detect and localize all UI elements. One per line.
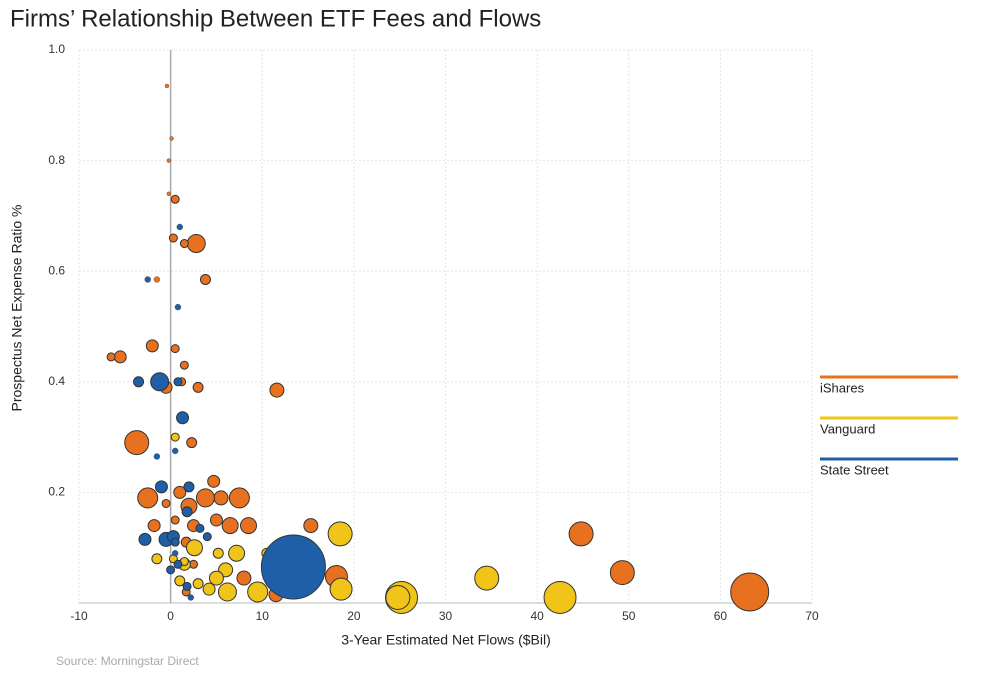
bubble <box>150 372 170 392</box>
bubble <box>212 547 224 559</box>
bubble <box>269 382 285 398</box>
bubble <box>170 344 180 354</box>
bubble <box>186 234 206 254</box>
bubble <box>195 523 205 533</box>
bubble <box>329 577 353 601</box>
x-axis-label: 3-Year Estimated Net Flows ($Bil) <box>341 632 551 648</box>
legend-label: Vanguard <box>820 421 875 436</box>
bubble <box>385 584 411 610</box>
bubble <box>166 158 171 163</box>
bubble <box>172 447 179 455</box>
bubble <box>260 534 326 600</box>
x-tick-label: 40 <box>530 609 544 623</box>
y-tick-label: 0.6 <box>48 263 65 277</box>
bubble <box>236 570 252 586</box>
bubble <box>145 339 159 353</box>
x-tick-label: 70 <box>805 609 819 623</box>
bubble <box>166 191 171 196</box>
x-tick-label: -10 <box>70 609 88 623</box>
bubble <box>176 411 190 425</box>
y-tick-label: 1.0 <box>48 42 65 56</box>
bubble <box>170 432 180 442</box>
bubble <box>208 570 224 586</box>
bubble <box>179 239 189 249</box>
bubble <box>192 381 204 393</box>
bubble <box>164 83 170 89</box>
bubble <box>543 580 577 614</box>
bubble <box>179 360 189 370</box>
bubble <box>174 303 182 311</box>
bubble <box>185 539 203 557</box>
bubble <box>113 350 127 364</box>
legend-label: iShares <box>820 380 865 395</box>
bubble <box>173 559 183 569</box>
y-tick-label: 0.2 <box>48 485 65 499</box>
bubble <box>170 537 180 547</box>
bubble <box>181 506 193 518</box>
bubble <box>154 480 168 494</box>
x-tick-label: 20 <box>347 609 361 623</box>
bubble <box>568 521 594 547</box>
bubble <box>173 377 183 387</box>
bubble <box>166 565 176 575</box>
bubble <box>217 582 237 602</box>
y-axis-label: Prospectus Net Expense Ratio % <box>9 205 25 412</box>
bubble <box>474 565 500 591</box>
bubble <box>213 490 229 506</box>
bubble <box>170 515 180 525</box>
bubble <box>202 532 212 542</box>
bubble <box>209 513 223 527</box>
bubble <box>240 517 258 535</box>
bubble <box>730 572 770 612</box>
bubble <box>182 581 192 591</box>
bubble <box>124 430 150 456</box>
bubble <box>195 488 215 508</box>
bubble <box>303 518 319 534</box>
bubble <box>207 474 221 488</box>
bubble <box>151 553 163 565</box>
bubble <box>221 517 239 535</box>
bubble <box>174 575 186 587</box>
source-note: Source: Morningstar Direct <box>56 654 199 668</box>
bubble <box>138 532 152 546</box>
bubble <box>168 233 178 243</box>
bubble <box>247 581 269 603</box>
x-tick-label: 50 <box>622 609 636 623</box>
bubble <box>106 352 116 362</box>
x-tick-label: 30 <box>439 609 453 623</box>
x-tick-label: 60 <box>714 609 728 623</box>
bubble <box>186 437 198 449</box>
bubble <box>172 550 179 557</box>
bubble <box>169 136 174 141</box>
bubble <box>192 578 204 590</box>
bubble <box>183 481 195 493</box>
bubble <box>137 487 159 509</box>
x-tick-label: 0 <box>167 609 174 623</box>
x-tick-label: 10 <box>256 609 270 623</box>
y-tick-label: 0.8 <box>48 153 65 167</box>
bubble <box>133 376 145 388</box>
bubble <box>327 521 353 547</box>
bubble <box>202 582 216 596</box>
bubble <box>147 519 161 533</box>
bubble <box>199 273 211 285</box>
bubble <box>187 594 194 601</box>
bubble <box>153 453 161 460</box>
bubble <box>176 223 183 231</box>
bubble <box>170 194 180 204</box>
bubble <box>609 560 635 586</box>
bubble <box>228 544 246 562</box>
legend-label: State Street <box>820 462 889 477</box>
bubble <box>144 276 151 283</box>
chart-title: Firms’ Relationship Between ETF Fees and… <box>10 5 541 32</box>
bubble <box>228 487 250 509</box>
bubble <box>173 485 187 499</box>
y-tick-label: 0.4 <box>48 374 65 388</box>
bubble <box>153 276 161 283</box>
bubble <box>161 498 171 508</box>
